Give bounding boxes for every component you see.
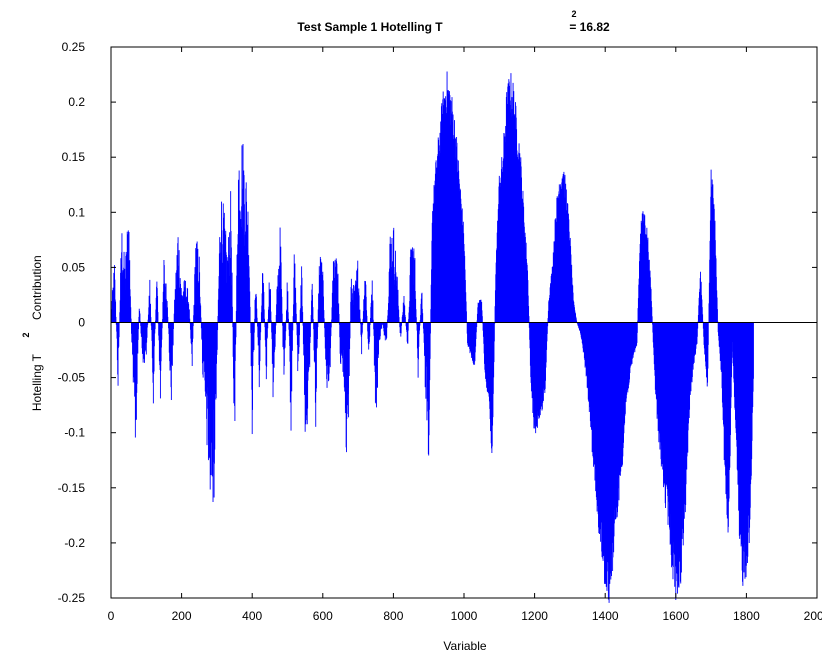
y-axis-label-superscript: 2: [21, 332, 31, 337]
x-tick-label: 1400: [592, 609, 619, 623]
y-axis-label-suffix: Contribution: [30, 255, 44, 320]
x-tick-label: 1000: [451, 609, 478, 623]
x-tick-label: 0: [108, 609, 115, 623]
y-tick-label: -0.25: [58, 591, 86, 605]
y-tick-label: -0.05: [58, 371, 86, 385]
chart-title-value: = 16.82: [566, 20, 610, 34]
x-tick-label: 1200: [521, 609, 548, 623]
y-axis-label: Hotelling T: [30, 353, 44, 411]
y-tick-label: 0.2: [68, 95, 85, 109]
y-tick-label: 0.1: [68, 205, 85, 219]
x-tick-label: 1600: [662, 609, 689, 623]
x-tick-label: 1800: [733, 609, 760, 623]
x-axis-label: Variable: [443, 639, 486, 653]
chart-title: Test Sample 1 Hotelling T: [297, 20, 443, 34]
y-tick-label: 0.05: [62, 260, 86, 274]
y-tick-label: 0.25: [62, 40, 86, 54]
y-tick-label: -0.15: [58, 481, 86, 495]
x-tick-label: 800: [383, 609, 403, 623]
y-tick-label: 0: [78, 316, 85, 330]
x-tick-label: 400: [242, 609, 262, 623]
y-tick-label: 0.15: [62, 150, 86, 164]
x-tick-label: 600: [313, 609, 333, 623]
chart-title-superscript: 2: [571, 9, 576, 19]
y-tick-label: -0.1: [64, 426, 85, 440]
y-tick-label: -0.2: [64, 536, 85, 550]
bars-group: [110, 71, 754, 603]
x-tick-label: 200: [172, 609, 192, 623]
